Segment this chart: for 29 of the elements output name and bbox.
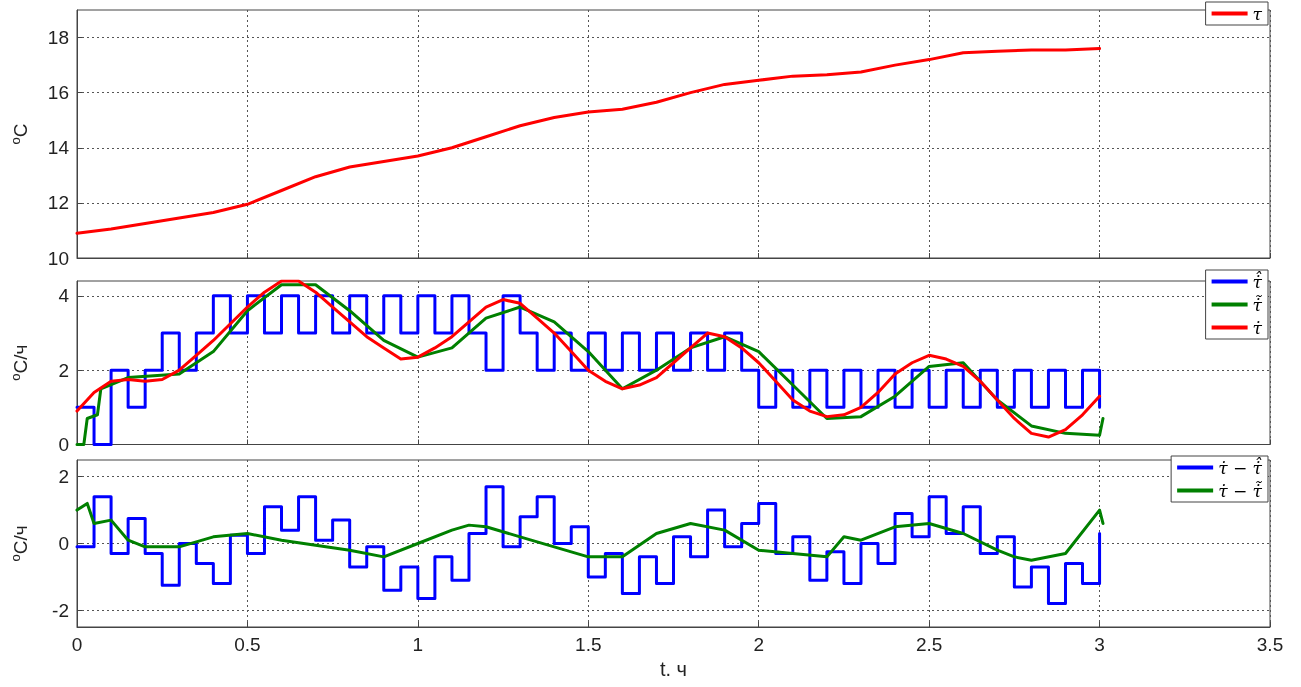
x-tick-label: 2 [753, 634, 764, 655]
y-tick-label: 4 [58, 285, 70, 307]
line-series [75, 47, 1102, 235]
y-tick-label: 2 [58, 466, 69, 488]
y-tick-label: 16 [47, 82, 69, 104]
y-tick-label: 18 [47, 27, 69, 49]
legend-label: τ [1252, 3, 1263, 24]
y-tick-label: 0 [58, 533, 69, 554]
y-tick-label: 12 [47, 192, 69, 214]
y-axis-title: oC/ч [8, 344, 31, 381]
x-tick-label: 3 [1094, 634, 1105, 655]
legend-label: τ̇̃ [1252, 294, 1263, 315]
y-tick-label: 0 [58, 434, 69, 455]
x-tick-label: 3.5 [1256, 634, 1284, 655]
legend-label: τ̇ − τ̇̃ [1218, 480, 1263, 501]
y-tick-label: -2 [52, 599, 69, 621]
x-tick-label: 0 [71, 634, 83, 655]
y-tick-label: 2 [58, 359, 69, 381]
y-tick-label: 10 [47, 247, 69, 269]
legend-label: τ̇ [1252, 317, 1263, 338]
legend-label: τ̇̂ [1252, 271, 1263, 292]
x-tick-label: 0.5 [234, 634, 261, 655]
x-tick-label: 1 [412, 634, 424, 655]
line-series [75, 501, 1105, 562]
legend-label: τ̇ − τ̇̂ [1218, 457, 1263, 478]
x-tick-label: 2.5 [915, 634, 943, 655]
x-axis-title: t. ч [659, 657, 688, 680]
x-tick-label: 1.5 [575, 634, 602, 655]
y-tick-label: 14 [47, 137, 70, 159]
